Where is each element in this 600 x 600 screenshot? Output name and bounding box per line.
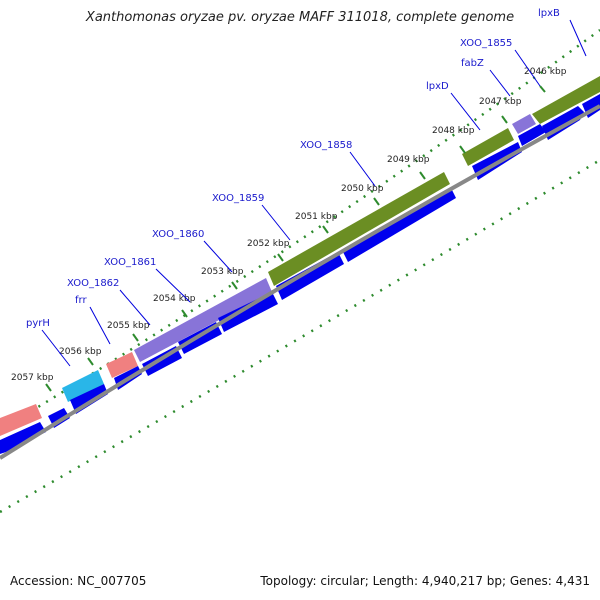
kbp-labels: 2046 kbp 2047 kbp 2048 kbp 2049 kbp 2050 kbp…	[11, 67, 567, 392]
gene-label: XOO_1859	[212, 193, 264, 204]
gene-leader-line	[261, 204, 291, 241]
kbp-label: 2048 kbp	[432, 126, 475, 136]
gene-label: XOO_1861	[104, 257, 156, 268]
kbp-tick	[322, 225, 329, 234]
gene-labels: lpxB XOO_1855 fabZ lpxD XOO_1858 XOO_1859 XOO_…	[26, 8, 587, 367]
gene-leader-line	[155, 268, 191, 303]
kbp-tick	[373, 197, 380, 206]
kbp-tick	[501, 115, 508, 124]
gene-label: lpxB	[538, 8, 560, 19]
kbp-label: 2055 kbp	[107, 321, 150, 331]
gene-leader-line	[450, 92, 481, 131]
kbp-label: 2053 kbp	[201, 267, 244, 277]
kbp-label: 2049 kbp	[387, 155, 430, 165]
gene-label: fabZ	[461, 58, 484, 69]
gene-leader-line	[349, 151, 376, 187]
feature-left	[0, 404, 42, 436]
kbp-label: 2056 kbp	[59, 347, 102, 357]
gene-leader-line	[203, 240, 233, 273]
accession-label: Accession: NC_007705	[10, 574, 147, 588]
feature-lpxD	[462, 128, 514, 166]
map-title: Xanthomonas oryzae pv. oryzae MAFF 31101…	[85, 10, 515, 25]
gene-label: lpxD	[426, 81, 449, 92]
genome-summary: Topology: circular; Length: 4,940,217 bp…	[260, 574, 590, 588]
gene-label: XOO_1860	[152, 229, 204, 240]
kbp-label: 2054 kbp	[153, 294, 196, 304]
kbp-label: 2052 kbp	[247, 239, 290, 249]
backbone	[0, 104, 600, 460]
kbp-tick	[539, 85, 546, 93]
kbp-label: 2051 kbp	[295, 212, 338, 222]
feature-frr	[106, 352, 138, 378]
kbp-tick	[45, 383, 52, 392]
feature-XOO_1858	[268, 172, 450, 286]
kbp-label: 2050 kbp	[341, 184, 384, 194]
gene-leader-line	[514, 49, 541, 87]
gene-leader-line	[489, 69, 511, 97]
kbp-label: 2047 kbp	[479, 97, 522, 107]
feature-lpxB	[532, 76, 600, 124]
gene-leader-line	[119, 289, 151, 326]
feature-pyrH	[62, 370, 104, 402]
gene-leader-line	[569, 19, 587, 57]
feature-XOO_1860	[134, 278, 272, 362]
kbp-tick	[132, 333, 139, 342]
kbp-tick	[419, 171, 426, 180]
gene-label: XOO_1858	[300, 140, 352, 151]
gene-label: XOO_1862	[67, 278, 119, 289]
kbp-tick	[277, 253, 284, 262]
kbp-tick	[459, 145, 466, 154]
gene-label: XOO_1855	[460, 38, 512, 49]
kbp-label: 2046 kbp	[524, 67, 567, 77]
kbp-tick	[231, 281, 238, 290]
kbp-label: 2057 kbp	[11, 373, 54, 383]
feature-XOO_1855	[512, 114, 536, 134]
gene-leader-line	[41, 329, 71, 367]
gene-label: frr	[75, 295, 87, 306]
kbp-tick	[87, 357, 94, 366]
kbp-tick	[181, 309, 188, 318]
kbp-tick-ring	[0, 28, 600, 432]
gene-leader-line	[89, 306, 111, 345]
gene-label: pyrH	[26, 318, 50, 329]
